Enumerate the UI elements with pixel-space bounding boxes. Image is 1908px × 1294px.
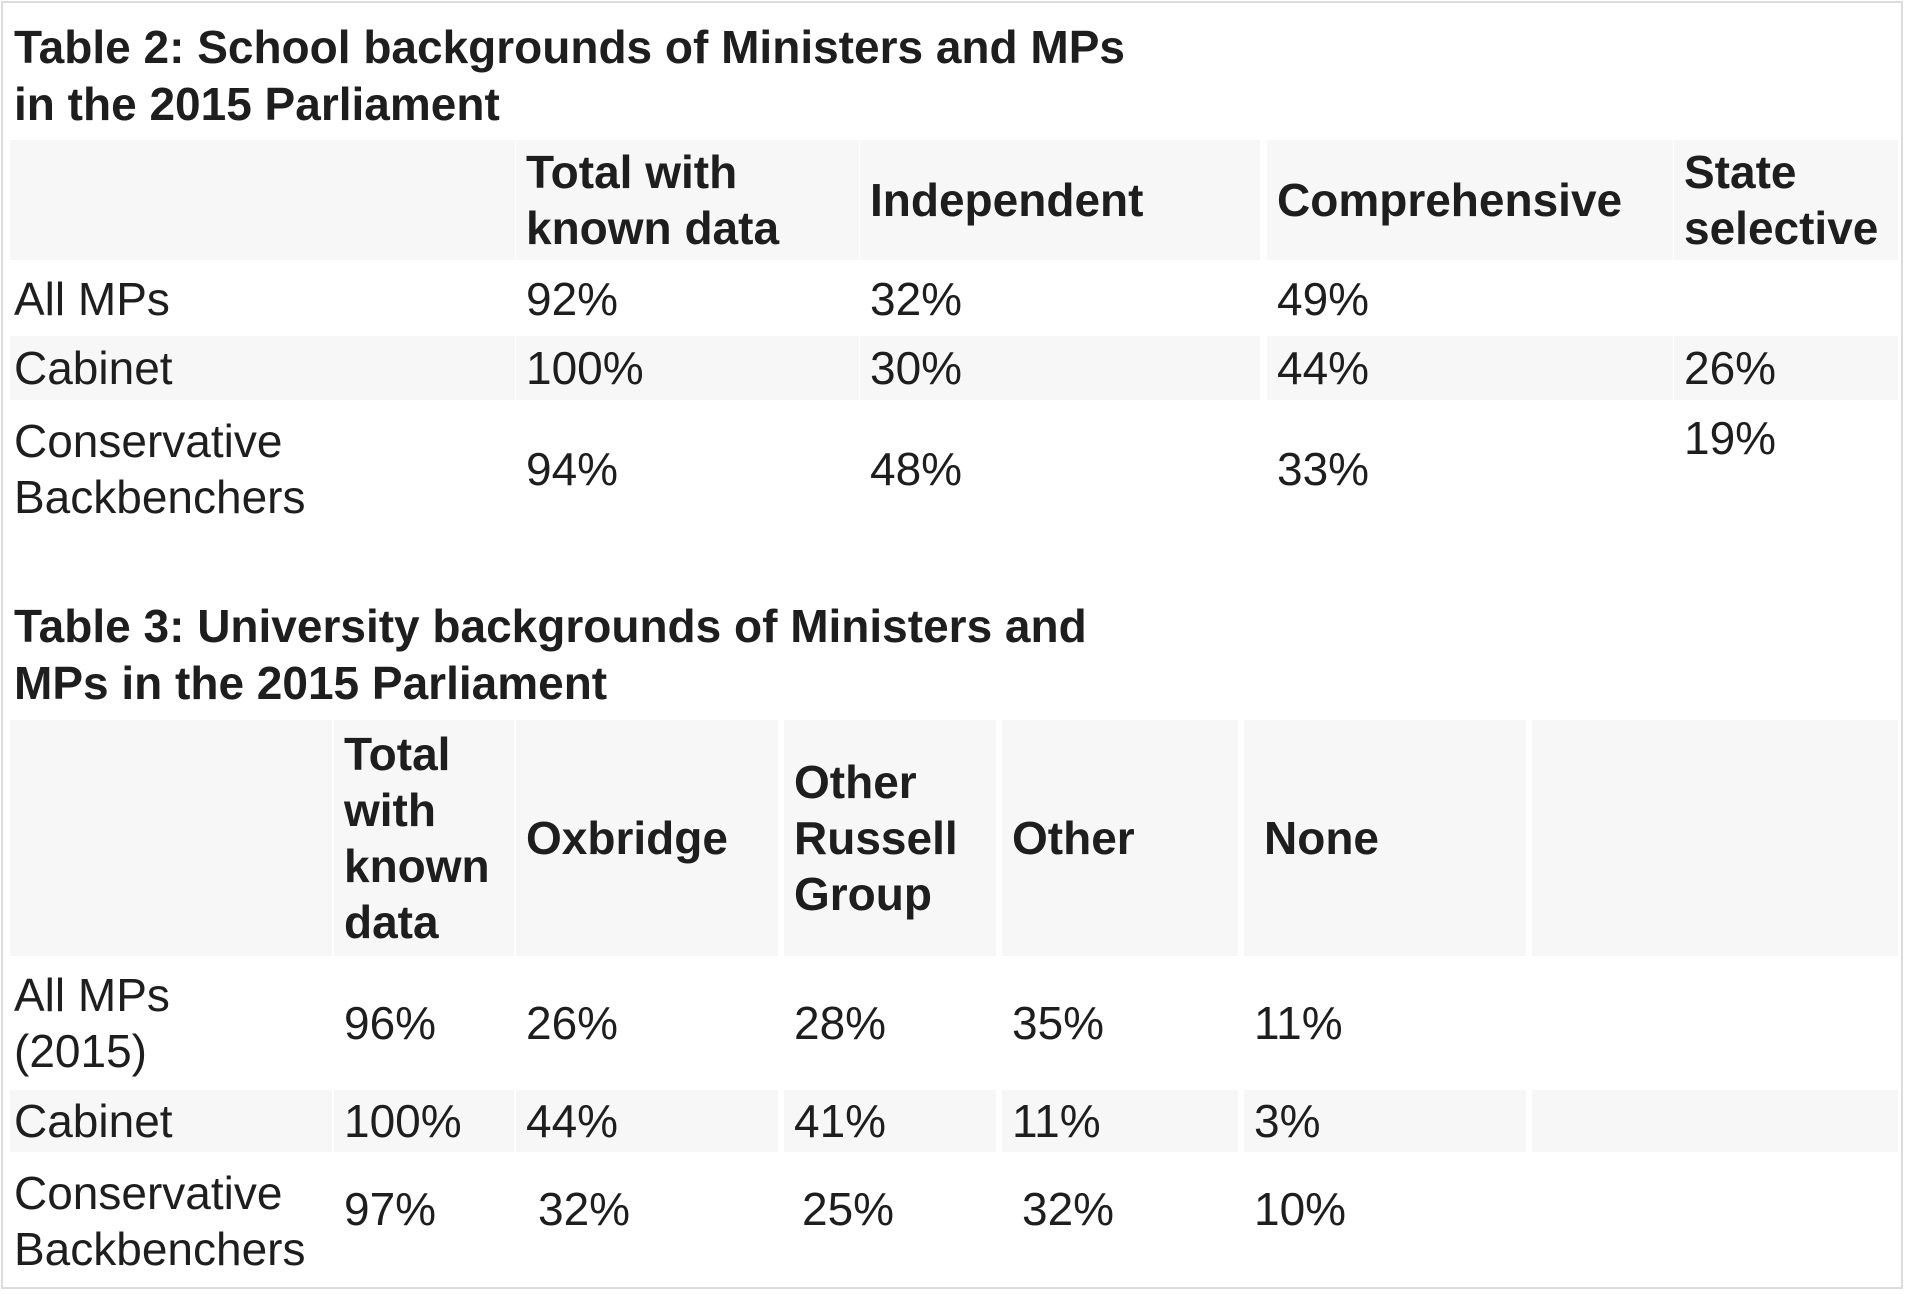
table2-header-blank — [10, 140, 515, 260]
table3-cell-total: 97% — [344, 1183, 437, 1235]
table3-cell-other: 32% — [1022, 1183, 1115, 1235]
table3-header-blank — [10, 720, 332, 956]
table3-cell-none: 3% — [1244, 1090, 1526, 1152]
table2-header-total: Total with known data — [516, 140, 859, 260]
table2-cell-independent: 48% — [870, 443, 963, 495]
table2-cell-state-selective: 26% — [1674, 336, 1898, 400]
table3-cell-oxbridge: 26% — [526, 997, 619, 1049]
table2-cell-state-selective — [1674, 268, 1898, 330]
table3-cell-none: 11% — [1254, 997, 1343, 1049]
table2-header-independent: Independent — [860, 140, 1260, 260]
table3-row-label: Conservative Backbenchers — [14, 1167, 306, 1275]
table3-cell-total: 96% — [344, 997, 437, 1049]
table3-cell-other-russell-group: 25% — [802, 1183, 895, 1235]
table3-cell-other-russell-group: 41% — [784, 1090, 996, 1152]
table3-cell-empty — [1532, 1090, 1898, 1152]
table2-cell-comprehensive: 44% — [1267, 336, 1673, 400]
table2-cell-total: 94% — [526, 443, 619, 495]
table3-cell-none: 10% — [1254, 1183, 1347, 1235]
table3-cell-oxbridge: 32% — [538, 1183, 631, 1235]
table3-cell-other-russell-group: 28% — [794, 997, 887, 1049]
table2-cell-independent: 30% — [860, 336, 1260, 400]
table3-header-total: Total with known data — [334, 720, 514, 956]
table3-cell-total: 100% — [334, 1090, 514, 1152]
table2-title: Table 2: School backgrounds of Ministers… — [14, 21, 1125, 130]
table2-cell-total: 100% — [516, 336, 859, 400]
table3-header-other: Other — [1002, 720, 1238, 956]
table3-row-label: Cabinet — [10, 1090, 332, 1152]
table2-cell-comprehensive: 33% — [1277, 443, 1370, 495]
table3-cell-other: 35% — [1012, 997, 1105, 1049]
table3-header-other-russell-group: Other Russell Group — [784, 720, 996, 956]
table2-cell-state-selective: 19% — [1684, 412, 1777, 464]
table2-header-state-selective: State selective — [1674, 140, 1898, 260]
table3-title: Table 3: University backgrounds of Minis… — [14, 600, 1087, 709]
table3-header-none: None — [1244, 720, 1526, 956]
table2-header-comprehensive: Comprehensive — [1267, 140, 1673, 260]
table2-cell-total: 92% — [526, 273, 619, 325]
table3-header-oxbridge: Oxbridge — [516, 720, 778, 956]
table2-cell-comprehensive: 49% — [1277, 273, 1370, 325]
table3-row-label: All MPs (2015) — [14, 969, 170, 1077]
table2-cell-independent: 32% — [870, 273, 963, 325]
table3-cell-oxbridge: 44% — [516, 1090, 778, 1152]
table2-row-label: Cabinet — [10, 336, 515, 400]
table3-cell-other: 11% — [1002, 1090, 1238, 1152]
table2-row-label: Conservative Backbenchers — [14, 415, 306, 523]
table2-row-label: All MPs — [14, 273, 170, 325]
table3-header-empty — [1532, 720, 1898, 956]
